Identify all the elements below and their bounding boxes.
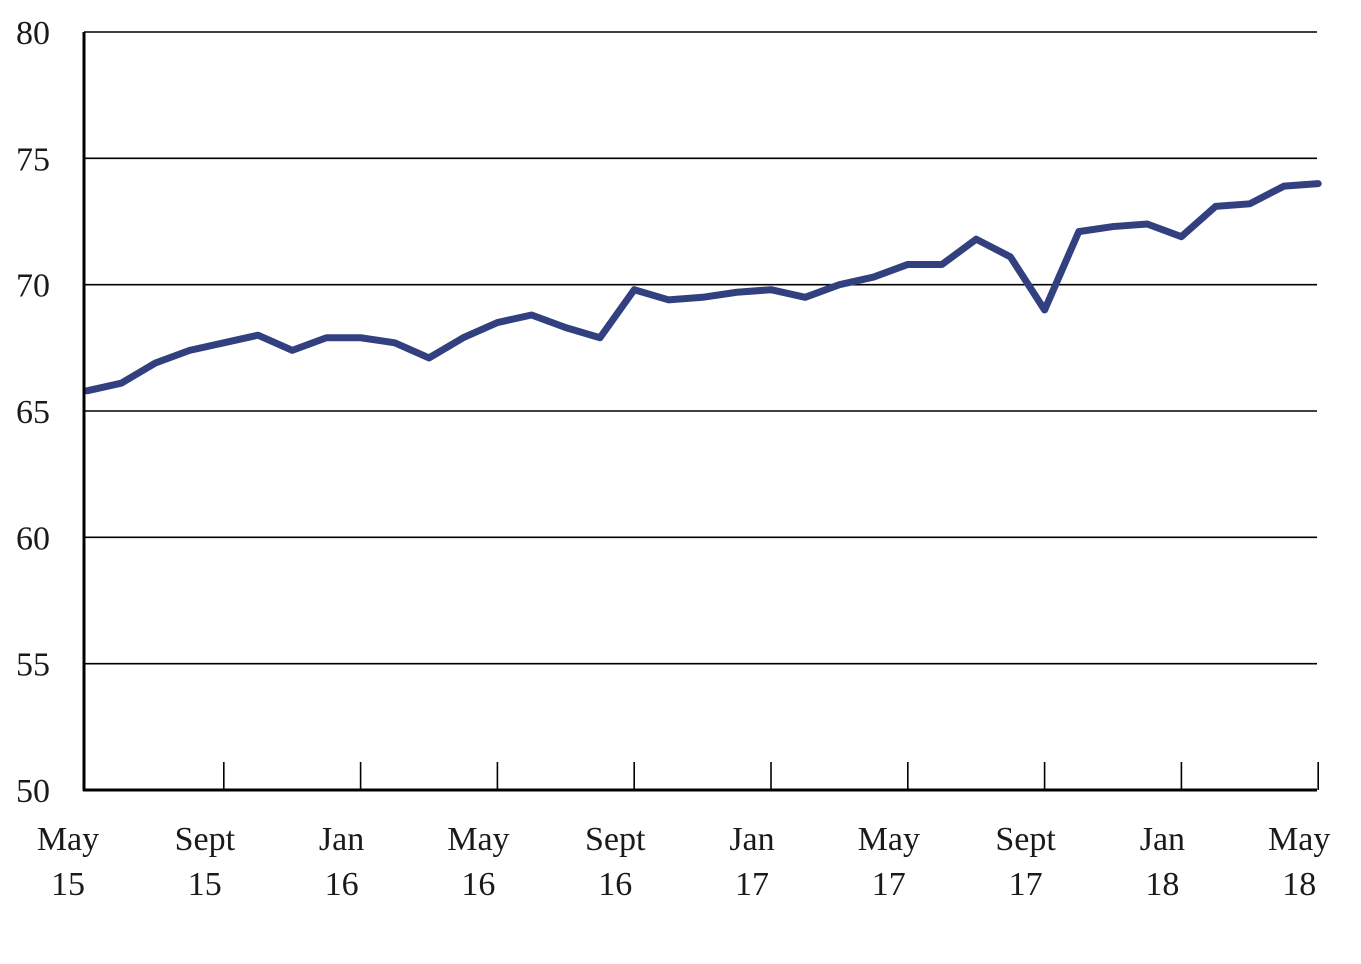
x-tick-label-year: 16 [461,866,495,903]
x-tick-label-month: Jan [319,821,364,858]
x-tick-label-month: May [447,821,509,858]
y-tick-label-75: 75 [16,141,50,178]
x-tick-label-year: 16 [325,866,359,903]
x-tick-label-month: May [37,821,99,858]
x-tick-label-month: May [858,821,920,858]
x-axis-ticks [223,762,1319,790]
y-tick-label-80: 80 [16,15,50,52]
y-tick-label-55: 55 [16,647,50,684]
series-group [83,180,1322,395]
x-tick-label-month: Jan [1140,821,1185,858]
x-tick-label-year: 18 [1145,866,1179,903]
x-tick-label-month: Sept [175,821,236,858]
gridlines [84,31,1317,665]
x-tick-label-month: Sept [995,821,1056,858]
x-tick-label-month: Sept [585,821,646,858]
y-tick-label-60: 60 [16,520,50,557]
x-tick-label-year: 15 [51,866,85,903]
x-tick-label-year: 17 [735,866,769,903]
x-tick-label-year: 17 [1009,866,1043,903]
series-line-0 [83,180,1322,395]
x-tick-label-year: 15 [188,866,222,903]
x-tick-label-month: Jan [729,821,774,858]
x-tick-label-year: 17 [872,866,906,903]
y-axis-tick-labels: 50 55 60 65 70 75 80 [16,15,50,810]
y-tick-label-50: 50 [16,773,50,810]
x-axis-tick-labels: May 15 Sept 15 Jan 16 May 16 Sept 16 Jan 17 May 17 Sep… [37,821,1331,903]
x-tick-label-year: 18 [1282,866,1316,903]
y-tick-label-65: 65 [16,394,50,431]
x-tick-label-month: May [1268,821,1330,858]
y-tick-label-70: 70 [16,268,50,305]
x-tick-label-year: 16 [598,866,632,903]
